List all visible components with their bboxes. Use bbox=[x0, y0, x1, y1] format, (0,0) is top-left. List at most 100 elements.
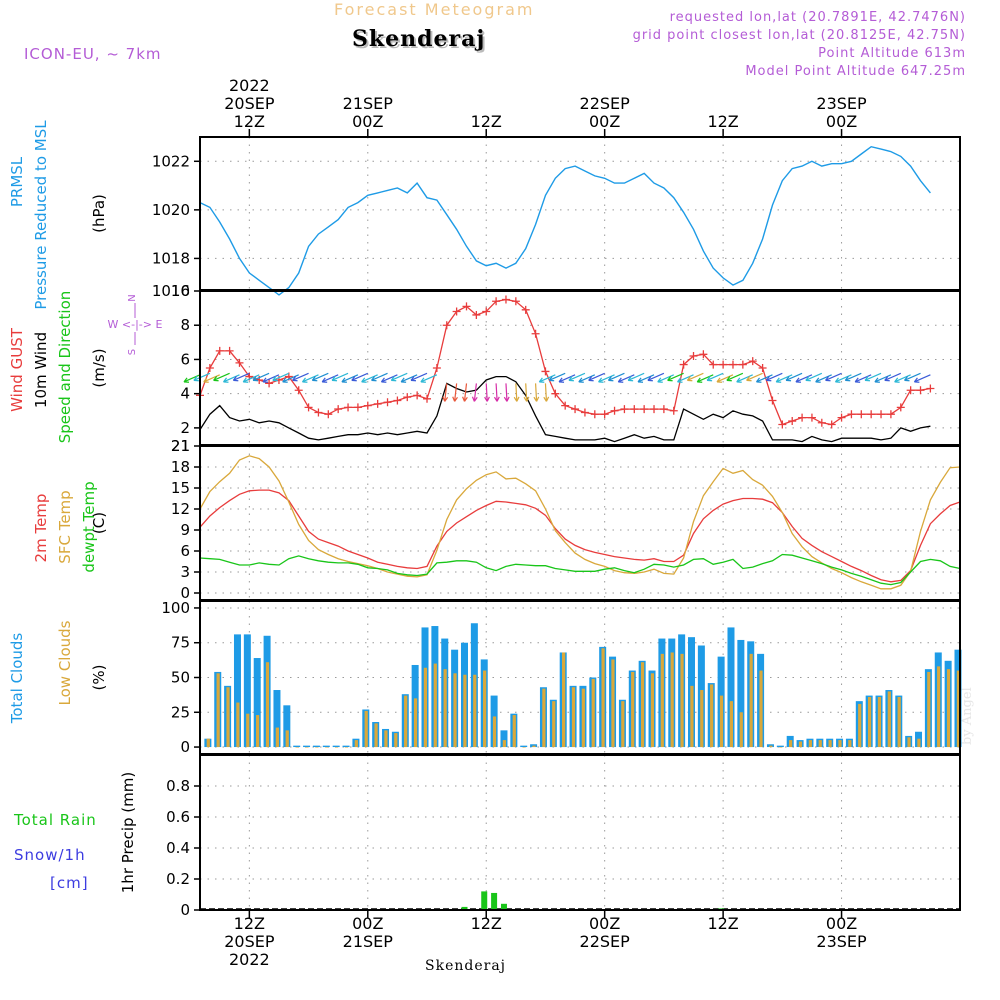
low-cloud-bar bbox=[552, 701, 556, 748]
wind-direction-arrowhead bbox=[657, 377, 663, 383]
wind-direction-arrow bbox=[667, 372, 684, 381]
wind-direction-arrow bbox=[544, 383, 548, 402]
low-cloud-bar bbox=[315, 747, 319, 748]
rain-bar bbox=[461, 906, 468, 910]
low-cloud-bar bbox=[956, 670, 960, 748]
total-cloud-bar bbox=[332, 745, 340, 748]
gust-point bbox=[205, 364, 214, 372]
total-cloud-bar bbox=[243, 634, 251, 748]
low-cloud-bar bbox=[779, 747, 783, 748]
wind-direction-arrowhead bbox=[471, 396, 478, 402]
pressure-series-line bbox=[199, 145, 931, 296]
low-cloud-bar bbox=[285, 730, 289, 748]
gust-point bbox=[857, 410, 866, 419]
low-cloud-bar bbox=[256, 715, 260, 748]
wind-direction-arrowhead bbox=[538, 377, 545, 383]
wind-direction-arrow bbox=[292, 372, 309, 381]
gust-point bbox=[571, 405, 580, 414]
wind-direction-arrowhead bbox=[252, 376, 259, 382]
ytick-label-precip: 0.2 bbox=[166, 870, 190, 888]
t2m-legend-label: 2m Temp bbox=[32, 494, 50, 563]
gust-point bbox=[798, 413, 807, 422]
low-cloud-bar bbox=[917, 738, 921, 748]
wind-direction-arrowhead bbox=[706, 376, 713, 382]
chart-heading: Forecast Meteogram bbox=[334, 0, 535, 19]
ytick-label-clouds: 50 bbox=[171, 669, 190, 687]
time-label-bottom: 12Z bbox=[707, 914, 738, 933]
wind-direction-arrowhead bbox=[331, 376, 338, 382]
gust-point bbox=[886, 410, 895, 419]
wind-direction-arrowhead bbox=[400, 377, 407, 383]
total-cloud-bar bbox=[283, 705, 291, 748]
low-cloud-bar bbox=[433, 663, 437, 748]
low-cloud-bar bbox=[789, 740, 793, 748]
total-cloud-legend-label: Total Clouds bbox=[8, 633, 26, 725]
low-cloud-bar bbox=[897, 696, 901, 748]
gust-point bbox=[867, 410, 876, 419]
wind-direction-arrow bbox=[454, 383, 458, 402]
wind-direction-arrow bbox=[756, 374, 773, 383]
wind-direction-arrow bbox=[637, 374, 655, 383]
wind-direction-arrowhead bbox=[736, 377, 742, 383]
low-cloud-bar bbox=[305, 747, 309, 748]
low-cloud-bar bbox=[769, 745, 773, 748]
low-cloud-bar bbox=[690, 685, 694, 748]
low-cloud-bar bbox=[838, 740, 842, 748]
low-cloud-bar bbox=[522, 747, 526, 748]
snow-unit-label: [cm] bbox=[50, 874, 89, 892]
gust-point bbox=[906, 386, 915, 395]
low-cloud-bar bbox=[710, 684, 714, 748]
ylabel-clouds: (%) bbox=[90, 665, 108, 691]
wind-direction-arrowhead bbox=[410, 376, 417, 382]
wind-direction-arrow bbox=[302, 374, 319, 383]
gust-point bbox=[728, 360, 737, 369]
sfc-temp-series-line bbox=[199, 455, 961, 590]
wind-direction-arrowhead bbox=[503, 396, 510, 402]
gust-point bbox=[699, 350, 708, 359]
wind-direction-arrowhead bbox=[232, 376, 239, 382]
panel-frame-precip bbox=[199, 754, 961, 911]
gust-point bbox=[432, 364, 441, 372]
wind-direction-arrow bbox=[894, 374, 911, 383]
wind-direction-arrow bbox=[775, 374, 793, 383]
time-label-bottom: 12Z bbox=[234, 914, 265, 933]
wind-direction-arrow bbox=[647, 372, 665, 381]
ylabel-precip: 1hr Precip (mm) bbox=[119, 772, 137, 893]
wind-direction-arrowhead bbox=[321, 377, 328, 383]
wind-direction-arrowhead bbox=[864, 376, 871, 382]
gust-point bbox=[640, 405, 649, 414]
gust-point bbox=[877, 410, 886, 419]
wind-direction-arrowhead bbox=[913, 377, 920, 383]
wind-direction-arrowhead bbox=[351, 376, 357, 382]
low-cloud-bar bbox=[236, 702, 240, 748]
wind-direction-arrowhead bbox=[894, 377, 900, 383]
low-cloud-bar bbox=[877, 696, 882, 748]
low-cloud-bar bbox=[246, 713, 250, 748]
gust-point bbox=[215, 346, 224, 355]
wind-direction-arrowhead bbox=[282, 377, 288, 383]
gust-point bbox=[620, 405, 629, 414]
gust-point bbox=[590, 410, 599, 419]
low-cloud-bar bbox=[542, 688, 546, 748]
wind-direction-arrow bbox=[410, 372, 428, 381]
wind-direction-arrow bbox=[736, 374, 753, 383]
ytick-label-pressure: 1018 bbox=[152, 249, 190, 267]
wind-direction-arrow bbox=[706, 372, 724, 381]
gust-point bbox=[324, 410, 333, 419]
ytick-label-temperature: 12 bbox=[171, 500, 190, 518]
wind-direction-arrowhead bbox=[558, 377, 565, 383]
ytick-label-temperature: 3 bbox=[180, 563, 190, 581]
wind-direction-arrowhead bbox=[884, 376, 890, 382]
pressure-label-long: Pressure Reduced to MSL bbox=[32, 120, 50, 310]
gust-point bbox=[896, 403, 905, 412]
low-cloud-bar bbox=[404, 695, 408, 748]
time-label-top-hour: 00Z bbox=[826, 112, 857, 131]
t2m-series-line bbox=[199, 489, 961, 583]
ytick-label-clouds: 0 bbox=[180, 738, 190, 756]
low-cloud-bar bbox=[473, 674, 477, 748]
rain-bar bbox=[491, 892, 498, 910]
wind-direction-arrowhead bbox=[371, 376, 377, 382]
wind-direction-arrowhead bbox=[390, 376, 397, 382]
panel-frame-pressure bbox=[199, 136, 961, 291]
wind-direction-arrowhead bbox=[854, 377, 861, 383]
